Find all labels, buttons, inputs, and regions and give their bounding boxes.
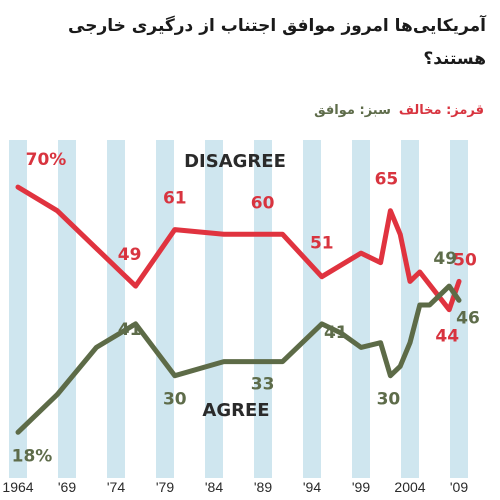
- data-label-agree: 41: [118, 320, 142, 340]
- series-names: DISAGREE AGREE: [184, 151, 286, 421]
- data-label-disagree: 70%: [26, 150, 67, 170]
- x-tick-label: 2004: [394, 479, 425, 495]
- x-tick-label: '09: [450, 479, 468, 495]
- x-tick-label: '94: [303, 479, 321, 495]
- data-label-agree: 46: [456, 308, 480, 328]
- x-tick-label: '74: [107, 479, 125, 495]
- legend: قرمز: مخالف سبز: موافق: [314, 103, 484, 118]
- stripe-89: [254, 140, 272, 478]
- x-tick-label: '89: [254, 479, 272, 495]
- series-line-disagree: [15, 184, 462, 313]
- data-label-agree: 30: [377, 390, 401, 410]
- data-label-agree: 41: [324, 323, 348, 343]
- data-label-disagree: 65: [375, 170, 399, 190]
- stripe-94: [303, 140, 321, 478]
- data-label-disagree: 61: [163, 189, 187, 209]
- x-tick-label: '79: [156, 479, 174, 495]
- data-label-disagree: 44: [435, 327, 459, 347]
- data-label-disagree: 50: [453, 250, 477, 270]
- series-lines: [15, 184, 462, 435]
- x-tick-label: '84: [205, 479, 223, 495]
- x-tick-label: 1964: [2, 479, 33, 495]
- series-name-agree: AGREE: [202, 400, 269, 421]
- x-tick-label: '99: [352, 479, 370, 495]
- data-label-agree: 30: [163, 390, 187, 410]
- stripe-2004: [401, 140, 419, 478]
- stripe-74: [107, 140, 125, 478]
- stripe-99: [352, 140, 370, 478]
- data-label-agree: 18%: [12, 446, 53, 466]
- stripe-1964: [9, 140, 27, 478]
- background-stripes: [9, 140, 468, 478]
- stripe-79: [156, 140, 174, 478]
- data-label-disagree: 51: [310, 234, 334, 254]
- data-label-disagree: 60: [251, 193, 275, 213]
- stripe-09: [450, 140, 468, 478]
- series-line-agree: [15, 283, 462, 435]
- stripe-84: [205, 140, 223, 478]
- chart-title: آمریکایی‌ها امروز موافق اجتناب از درگیری…: [68, 16, 486, 69]
- x-tick-label: '69: [58, 479, 76, 495]
- series-name-disagree: DISAGREE: [184, 151, 286, 172]
- data-label-agree: 49: [433, 249, 457, 269]
- stripe-69: [58, 140, 76, 478]
- legend-disagree: قرمز: مخالف: [398, 103, 484, 118]
- x-axis: 1964 '69 '74 '79 '84 '89 '94 '99 2004 '09: [2, 479, 468, 495]
- data-label-disagree: 49: [118, 245, 142, 265]
- legend-agree: سبز: موافق: [314, 103, 391, 118]
- data-label-agree: 33: [251, 375, 275, 395]
- data-labels: 70% 49 61 60 51 65 44 50 18% 41 30 33 41 30 49 46: [12, 150, 480, 466]
